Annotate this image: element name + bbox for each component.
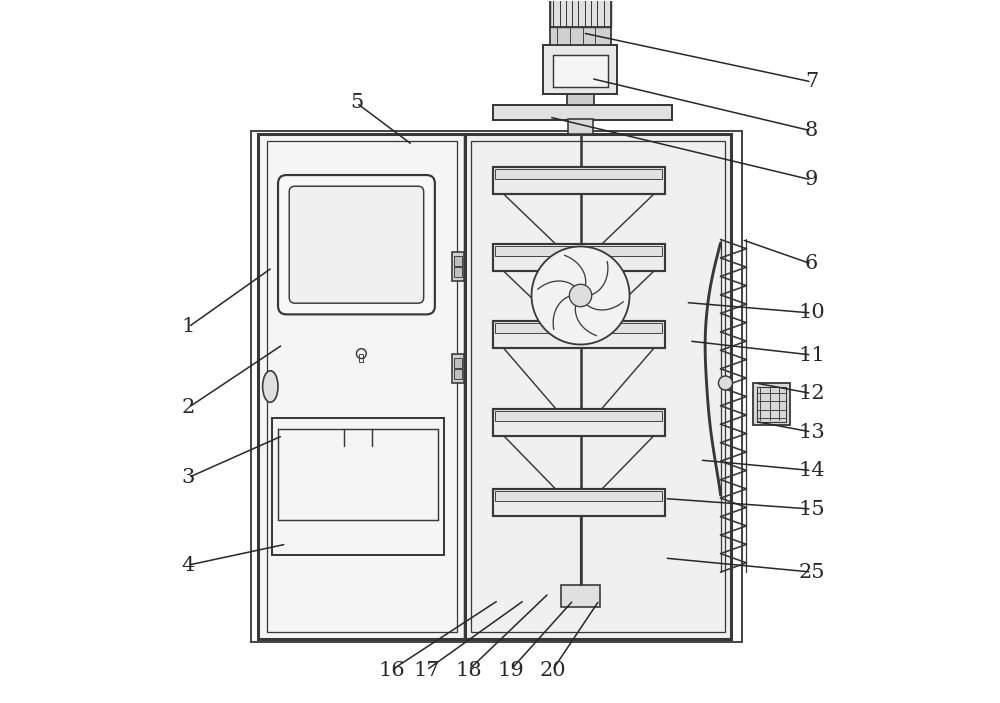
Text: 13: 13 bbox=[798, 423, 825, 441]
Bar bbox=[553, 56, 608, 86]
Bar bbox=[452, 252, 464, 281]
Ellipse shape bbox=[263, 370, 278, 402]
Text: 17: 17 bbox=[413, 661, 440, 680]
Text: 7: 7 bbox=[805, 72, 818, 91]
Text: 19: 19 bbox=[497, 661, 524, 680]
Bar bbox=[493, 489, 665, 516]
Circle shape bbox=[569, 284, 592, 307]
Bar bbox=[267, 141, 457, 631]
Bar bbox=[568, 119, 593, 134]
Circle shape bbox=[718, 376, 732, 390]
Text: 14: 14 bbox=[798, 461, 825, 480]
Bar bbox=[543, 45, 617, 93]
Bar bbox=[495, 411, 662, 421]
Bar bbox=[550, 27, 611, 45]
Text: 25: 25 bbox=[798, 562, 825, 581]
Bar bbox=[454, 358, 462, 368]
Bar bbox=[493, 105, 672, 120]
Circle shape bbox=[532, 247, 630, 344]
Text: 16: 16 bbox=[378, 661, 405, 680]
Bar bbox=[495, 491, 662, 501]
Bar bbox=[493, 409, 665, 436]
Bar bbox=[495, 323, 662, 333]
FancyBboxPatch shape bbox=[278, 175, 435, 314]
Bar bbox=[258, 134, 465, 638]
Bar bbox=[495, 169, 662, 179]
Bar bbox=[272, 418, 444, 555]
Bar bbox=[471, 141, 725, 631]
Text: 12: 12 bbox=[798, 384, 825, 403]
Text: 5: 5 bbox=[350, 93, 363, 112]
Bar bbox=[278, 429, 438, 520]
Text: 8: 8 bbox=[805, 122, 818, 141]
Bar bbox=[493, 321, 665, 348]
Text: 6: 6 bbox=[805, 254, 818, 273]
Text: 9: 9 bbox=[805, 170, 818, 189]
Bar bbox=[753, 383, 790, 425]
Bar bbox=[251, 131, 742, 642]
FancyBboxPatch shape bbox=[289, 186, 424, 303]
Text: 3: 3 bbox=[182, 468, 195, 487]
Bar bbox=[493, 167, 665, 194]
Bar bbox=[495, 246, 662, 257]
Bar bbox=[561, 585, 600, 607]
Text: 4: 4 bbox=[182, 555, 195, 574]
Text: 10: 10 bbox=[798, 304, 825, 323]
Bar bbox=[550, 0, 611, 27]
Text: 20: 20 bbox=[539, 661, 566, 680]
Bar bbox=[454, 257, 462, 266]
Bar bbox=[757, 387, 786, 422]
Text: 2: 2 bbox=[182, 398, 195, 417]
Bar bbox=[454, 267, 462, 277]
Text: 11: 11 bbox=[798, 345, 825, 364]
Text: 15: 15 bbox=[798, 500, 825, 519]
Text: 18: 18 bbox=[455, 661, 482, 680]
Bar bbox=[567, 93, 594, 105]
Bar bbox=[550, 0, 611, 27]
Bar bbox=[454, 369, 462, 379]
Bar bbox=[359, 354, 363, 362]
Bar bbox=[452, 354, 464, 383]
Bar bbox=[493, 245, 665, 271]
Bar bbox=[465, 134, 731, 638]
Text: 1: 1 bbox=[182, 318, 195, 337]
